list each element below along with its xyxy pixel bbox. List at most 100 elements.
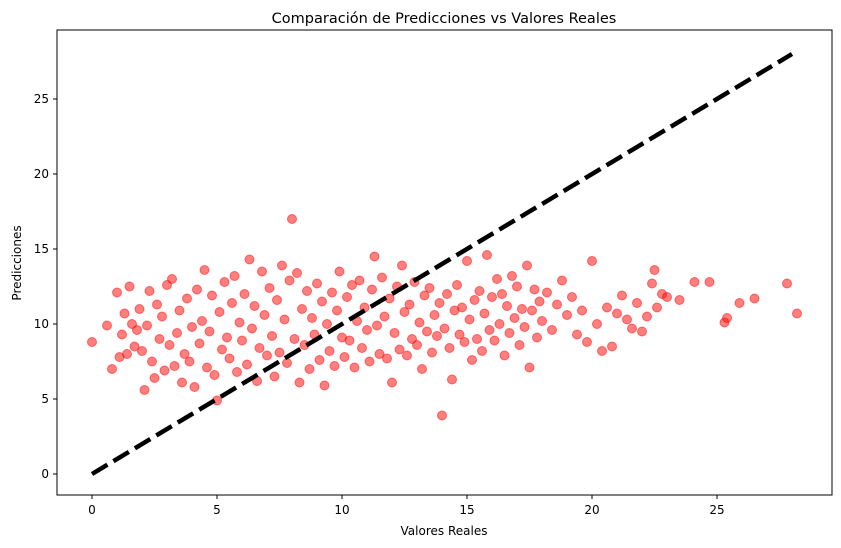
- data-point: [119, 308, 130, 319]
- data-point: [402, 350, 412, 361]
- data-point: [159, 365, 170, 376]
- data-point: [517, 304, 527, 314]
- data-point: [792, 308, 802, 319]
- data-point: [429, 310, 440, 320]
- x-axis-label: Valores Reales: [401, 524, 488, 538]
- data-point: [722, 313, 732, 323]
- data-point: [477, 346, 487, 356]
- data-point: [282, 358, 292, 368]
- data-point: [117, 329, 127, 340]
- data-point: [442, 289, 452, 299]
- data-point: [149, 373, 160, 383]
- data-point: [532, 332, 542, 343]
- data-point: [327, 287, 337, 298]
- data-point: [504, 328, 515, 338]
- data-point: [232, 367, 242, 377]
- data-point: [217, 344, 227, 355]
- chart-title: Comparación de Predicciones vs Valores R…: [272, 11, 617, 27]
- data-point: [704, 277, 715, 287]
- data-point: [487, 292, 497, 302]
- data-point: [112, 287, 122, 298]
- data-point: [202, 362, 212, 373]
- data-point: [277, 260, 287, 271]
- data-point: [234, 317, 245, 328]
- data-point: [514, 340, 525, 350]
- y-tick-label: 25: [34, 92, 49, 106]
- y-axis-label: Predicciones: [10, 225, 24, 300]
- data-point: [734, 298, 745, 308]
- data-point: [482, 250, 492, 260]
- data-point: [512, 281, 522, 292]
- x-tick-label: 0: [88, 503, 96, 517]
- data-point: [177, 377, 187, 388]
- data-point: [239, 289, 250, 299]
- data-point: [439, 323, 450, 334]
- data-point: [397, 260, 407, 271]
- data-point: [139, 385, 150, 395]
- data-point: [597, 346, 607, 356]
- data-point: [627, 323, 637, 334]
- data-point: [369, 251, 380, 262]
- data-point: [264, 283, 275, 293]
- data-point: [414, 317, 425, 328]
- data-point: [437, 410, 447, 421]
- data-point: [607, 341, 617, 352]
- data-point: [577, 305, 587, 316]
- data-point: [157, 311, 167, 322]
- data-point: [494, 319, 505, 329]
- data-point: [447, 374, 457, 385]
- data-point: [399, 307, 410, 317]
- x-axis-ticks: 0 5 10 15 20 25: [88, 495, 725, 517]
- data-point: [617, 290, 627, 301]
- data-point: [567, 292, 577, 302]
- data-point: [242, 359, 252, 370]
- data-point: [287, 214, 297, 224]
- data-point: [304, 364, 315, 374]
- data-point: [387, 377, 397, 388]
- data-point: [404, 299, 415, 310]
- data-point: [189, 382, 200, 392]
- data-point: [344, 335, 355, 346]
- data-point: [332, 305, 342, 316]
- x-tick-label: 5: [213, 503, 221, 517]
- data-point: [322, 319, 332, 329]
- data-point: [334, 266, 345, 277]
- data-point: [347, 280, 357, 290]
- x-tick-label: 15: [459, 503, 474, 517]
- data-point: [587, 256, 597, 266]
- data-point: [274, 347, 285, 358]
- data-point: [262, 350, 272, 361]
- data-point: [214, 307, 225, 317]
- data-point: [499, 350, 510, 361]
- data-point: [229, 271, 240, 281]
- data-point: [324, 346, 335, 356]
- data-point: [237, 335, 247, 346]
- y-tick-label: 20: [34, 167, 49, 181]
- data-point: [389, 328, 400, 338]
- data-point: [557, 275, 567, 286]
- data-point: [527, 305, 537, 316]
- data-point: [307, 313, 317, 323]
- data-point: [154, 334, 165, 344]
- data-point: [572, 329, 582, 340]
- data-point: [562, 310, 572, 320]
- data-point: [129, 341, 140, 352]
- data-point: [502, 301, 512, 311]
- data-point: [412, 340, 422, 350]
- data-point: [457, 302, 467, 313]
- data-point: [222, 332, 232, 343]
- data-point: [422, 326, 432, 337]
- data-point: [357, 343, 367, 353]
- data-point: [542, 287, 552, 298]
- data-point: [602, 302, 612, 313]
- data-point: [362, 325, 372, 335]
- data-point: [317, 296, 327, 307]
- data-point: [612, 308, 622, 319]
- data-point: [267, 331, 277, 341]
- data-point: [329, 361, 340, 371]
- data-point: [152, 299, 162, 310]
- data-point: [519, 322, 530, 332]
- data-point: [219, 277, 230, 287]
- data-point: [134, 304, 145, 314]
- data-point: [492, 274, 502, 284]
